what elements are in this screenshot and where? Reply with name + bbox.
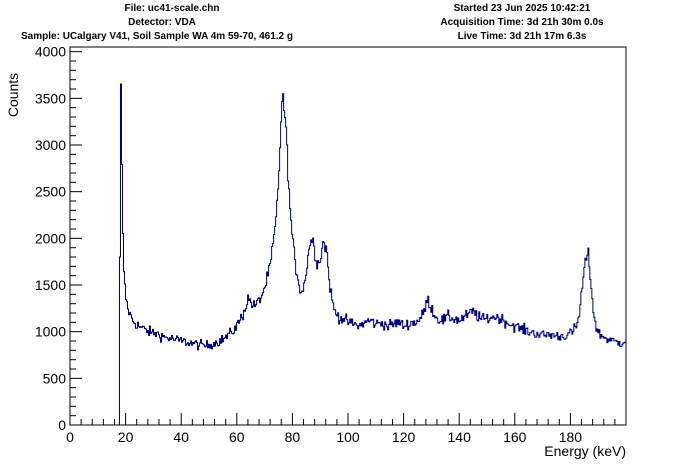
spectrum-line [118,83,627,425]
x-tick-label: 100 [336,429,360,445]
x-tick-label: 40 [173,429,189,445]
plot-frame [69,46,627,426]
x-tick-label: 60 [229,429,245,445]
x-tick-label: 160 [503,429,527,445]
x-axis-label: Energy (keV) [544,443,626,459]
sample-label: Sample: UCalgary V41, Soil Sample WA 4m … [21,31,293,42]
y-tick-label: 500 [43,370,67,386]
y-tick-label: 1000 [35,324,66,340]
y-tick-label: 2000 [35,230,66,246]
y-tick-label: 3000 [35,137,66,153]
y-tick-label: 2500 [35,184,66,200]
live-time-label: Live Time: 3d 21h 17m 6.3s [457,31,587,42]
y-tick-label: 4000 [35,44,66,60]
y-axis-label: Counts [5,73,21,117]
x-tick-label: 140 [448,429,472,445]
acquisition-time-label: Acquisition Time: 3d 21h 30m 0.0s [440,17,604,28]
x-tick-label: 80 [285,429,301,445]
y-tick-label: 1500 [35,277,66,293]
x-tick-label: 20 [118,429,134,445]
x-tick-label: 180 [559,429,583,445]
detector-label: Detector: VDA [128,17,196,28]
file-label: File: uc41-scale.chn [124,3,220,14]
x-tick-label: 0 [66,429,74,445]
y-tick-label: 3500 [35,90,66,106]
x-tick-label: 120 [392,429,416,445]
y-tick-label: 0 [58,417,66,433]
started-label: Started 23 Jun 2025 10:42:21 [453,3,591,14]
